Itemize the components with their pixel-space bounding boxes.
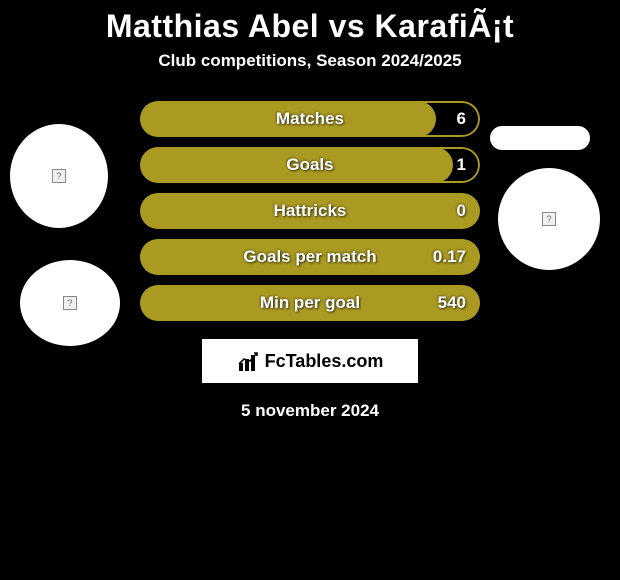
placeholder-icon xyxy=(542,212,556,226)
stat-row: Goals 1 xyxy=(140,147,480,183)
stat-label: Min per goal xyxy=(260,293,360,313)
stat-label: Goals xyxy=(286,155,333,175)
stat-label: Goals per match xyxy=(243,247,376,267)
placeholder-icon xyxy=(63,296,77,310)
stats-list: Matches 6 Goals 1 Hattricks 0 Goals per match 0… xyxy=(140,101,480,321)
stat-value: 540 xyxy=(438,293,466,313)
page-title: Matthias Abel vs KarafiÃ¡t xyxy=(0,8,620,45)
stat-row: Min per goal 540 xyxy=(140,285,480,321)
stat-value: 1 xyxy=(457,155,466,175)
stat-label: Matches xyxy=(276,109,344,129)
placeholder-icon xyxy=(52,169,66,183)
stat-row: Goals per match 0.17 xyxy=(140,239,480,275)
stat-value: 6 xyxy=(457,109,466,129)
date-text: 5 november 2024 xyxy=(0,401,620,421)
branding-text: FcTables.com xyxy=(265,351,384,372)
stat-row: Hattricks 0 xyxy=(140,193,480,229)
decorative-bubble xyxy=(20,260,120,346)
subtitle: Club competitions, Season 2024/2025 xyxy=(0,51,620,71)
decorative-bubble xyxy=(498,168,600,270)
stat-row: Matches 6 xyxy=(140,101,480,137)
decorative-bubble xyxy=(490,126,590,150)
stat-value: 0 xyxy=(457,201,466,221)
decorative-bubble xyxy=(10,124,108,228)
branding-banner: FcTables.com xyxy=(202,339,418,383)
stat-label: Hattricks xyxy=(274,201,347,221)
stat-value: 0.17 xyxy=(433,247,466,267)
chart-logo-icon xyxy=(237,349,261,373)
